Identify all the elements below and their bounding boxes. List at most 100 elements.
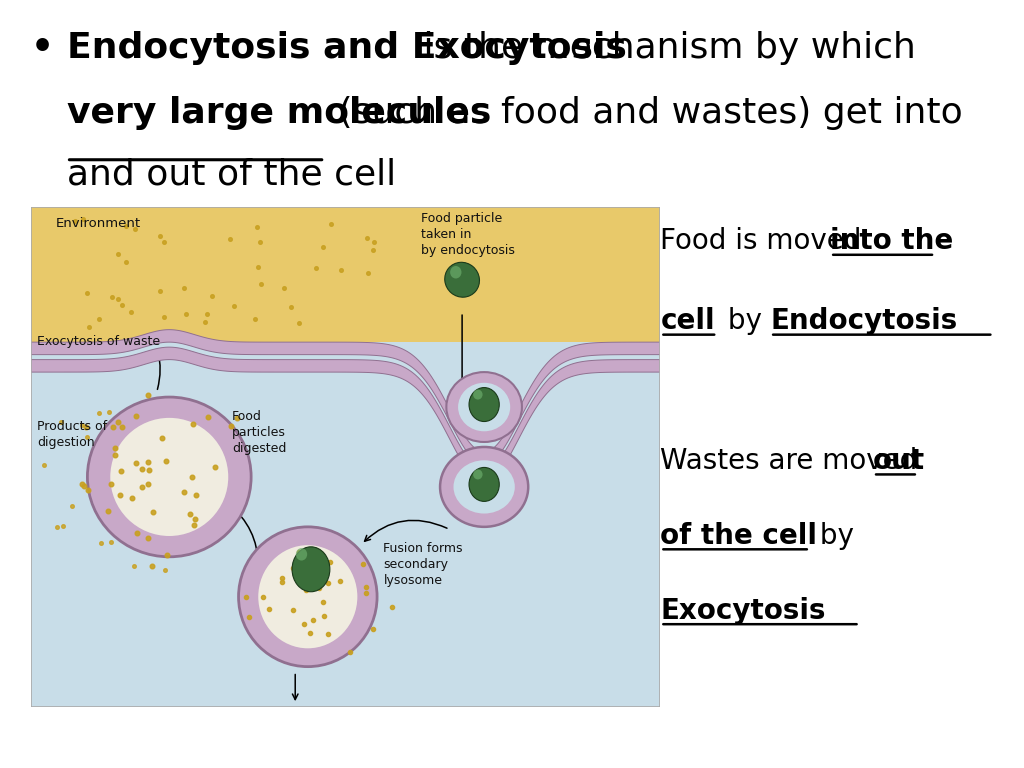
Point: [147, 406, 164, 418]
Point: [186, 518, 203, 531]
Point: [359, 231, 376, 243]
Text: and out of the cell: and out of the cell: [67, 157, 395, 191]
Point: [199, 308, 215, 320]
Point: [133, 463, 150, 475]
Text: cell: cell: [660, 307, 715, 335]
Point: [298, 584, 314, 597]
Point: [207, 461, 223, 473]
Text: is the mechanism by which: is the mechanism by which: [412, 31, 915, 65]
Point: [158, 455, 174, 467]
Ellipse shape: [473, 389, 482, 399]
Text: very large molecules: very large molecules: [67, 96, 490, 130]
Point: [110, 415, 126, 428]
Ellipse shape: [87, 397, 251, 557]
Point: [250, 261, 266, 273]
Ellipse shape: [444, 263, 479, 297]
Polygon shape: [31, 347, 660, 482]
Point: [91, 313, 108, 325]
Point: [65, 500, 81, 512]
Point: [90, 407, 106, 419]
Point: [316, 610, 333, 622]
Point: [74, 478, 90, 491]
Point: [79, 431, 95, 443]
Point: [140, 532, 157, 545]
Point: [140, 456, 157, 468]
Point: [365, 243, 381, 256]
Point: [274, 572, 291, 584]
Point: [92, 537, 109, 549]
Point: [158, 540, 174, 552]
Ellipse shape: [453, 459, 516, 515]
Point: [197, 316, 213, 329]
Text: Food is moved: Food is moved: [660, 227, 870, 255]
Point: [321, 577, 337, 589]
Ellipse shape: [440, 447, 528, 527]
Point: [296, 618, 312, 631]
Point: [285, 604, 301, 616]
Point: [238, 591, 254, 603]
Point: [123, 306, 139, 318]
Point: [102, 535, 119, 548]
Point: [134, 481, 151, 493]
Ellipse shape: [110, 417, 229, 537]
Point: [357, 581, 374, 594]
Point: [113, 465, 129, 478]
Point: [80, 484, 96, 496]
Point: [301, 627, 317, 639]
Point: [78, 421, 94, 433]
Point: [104, 422, 121, 434]
Text: •: •: [31, 31, 54, 65]
Point: [204, 290, 220, 303]
Text: Exocytosis of waste: Exocytosis of waste: [37, 335, 160, 348]
Point: [76, 479, 92, 492]
Point: [129, 526, 145, 538]
Point: [319, 627, 336, 640]
Point: [187, 512, 204, 525]
Point: [253, 278, 269, 290]
Text: Environment: Environment: [56, 217, 141, 230]
Point: [156, 311, 172, 323]
Point: [97, 420, 114, 432]
Point: [81, 320, 97, 333]
Point: [118, 220, 134, 232]
Text: Products of
digestion: Products of digestion: [37, 419, 108, 449]
Text: of the cell: of the cell: [660, 522, 817, 550]
Point: [222, 233, 239, 245]
Text: Exocytosis: Exocytosis: [660, 597, 826, 624]
Point: [93, 430, 110, 442]
Point: [285, 561, 301, 574]
Point: [102, 478, 119, 491]
Point: [110, 293, 126, 305]
Point: [241, 611, 257, 624]
Point: [74, 419, 90, 431]
Text: by: by: [811, 522, 854, 550]
Ellipse shape: [473, 469, 482, 479]
Point: [126, 560, 142, 572]
Point: [314, 241, 331, 253]
Point: [110, 248, 126, 260]
Point: [36, 459, 52, 472]
Point: [384, 601, 400, 614]
Point: [106, 442, 123, 455]
Text: (such as food and wastes) get into: (such as food and wastes) get into: [327, 96, 963, 130]
Point: [157, 564, 173, 576]
Point: [275, 282, 292, 294]
Point: [54, 520, 71, 532]
Ellipse shape: [296, 548, 307, 561]
Point: [153, 230, 169, 242]
Point: [284, 301, 300, 313]
Ellipse shape: [257, 545, 358, 649]
Point: [181, 508, 198, 520]
Point: [127, 223, 143, 235]
Text: Wastes are moved: Wastes are moved: [660, 447, 927, 475]
Point: [176, 282, 193, 294]
Point: [255, 591, 271, 604]
Point: [359, 266, 376, 279]
Point: [154, 432, 170, 444]
Point: [200, 410, 216, 422]
Point: [178, 308, 195, 320]
Point: [252, 237, 268, 249]
Point: [273, 575, 290, 588]
Point: [365, 623, 381, 635]
Ellipse shape: [458, 382, 511, 432]
